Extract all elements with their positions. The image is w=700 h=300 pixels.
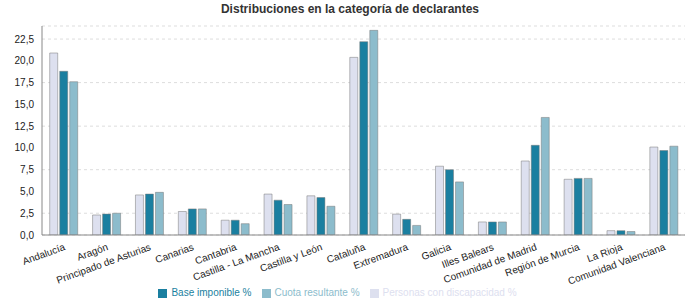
svg-text:Canarias: Canarias xyxy=(154,241,195,265)
svg-text:22,5: 22,5 xyxy=(15,34,35,45)
svg-text:Cantabria: Cantabria xyxy=(193,241,238,267)
svg-text:2,5: 2,5 xyxy=(20,208,34,219)
svg-text:15,0: 15,0 xyxy=(15,99,35,110)
svg-text:Aragón: Aragón xyxy=(75,241,110,263)
svg-text:5,0: 5,0 xyxy=(20,186,34,197)
svg-text:20,0: 20,0 xyxy=(15,55,35,66)
svg-text:Castilla - La Mancha: Castilla - La Mancha xyxy=(191,241,281,283)
svg-text:Cataluña: Cataluña xyxy=(325,241,367,266)
svg-text:Extremadura: Extremadura xyxy=(352,241,410,271)
svg-text:Galicia: Galicia xyxy=(419,241,453,262)
svg-text:12,5: 12,5 xyxy=(15,121,35,132)
svg-text:La Rioja: La Rioja xyxy=(585,241,624,265)
svg-text:Comunidad Valenciana: Comunidad Valenciana xyxy=(566,241,667,287)
html-text:Cuota resultante %: Cuota resultante % xyxy=(274,287,360,298)
svg-text:Castilla y León: Castilla y León xyxy=(258,241,323,274)
svg-text:Illes Balears: Illes Balears xyxy=(440,241,496,271)
svg-text:10,0: 10,0 xyxy=(15,142,35,153)
svg-text:Principado de Asturias: Principado de Asturias xyxy=(55,241,152,285)
svg-text:Comunidad de Madrid: Comunidad de Madrid xyxy=(441,241,539,286)
svg-text:17,5: 17,5 xyxy=(15,77,35,88)
svg-text:Andalucía: Andalucía xyxy=(21,241,67,267)
html-text:Personas con discapacidad %: Personas con discapacidad % xyxy=(382,287,517,298)
svg-text:Región de Murcia: Región de Murcia xyxy=(504,241,582,278)
svg-text:7,5: 7,5 xyxy=(20,164,34,175)
html-text:Base imponible %: Base imponible % xyxy=(171,287,252,298)
svg-text:0,0: 0,0 xyxy=(20,230,34,241)
html-text:Distribuciones en la categoría: Distribuciones en la categoría de declar… xyxy=(221,2,479,16)
